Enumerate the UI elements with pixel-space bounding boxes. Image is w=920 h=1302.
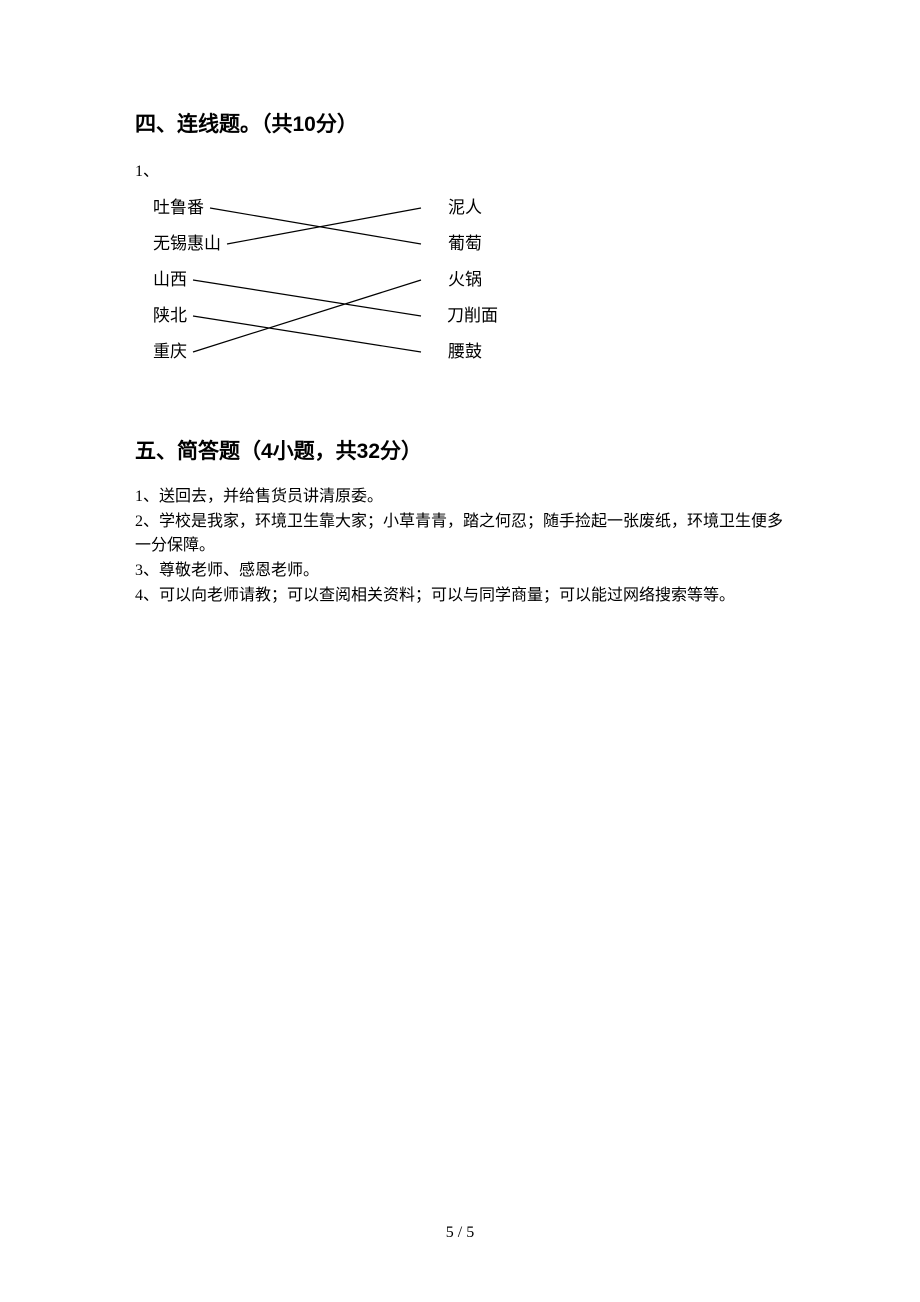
- answer-line: 3、尊敬老师、感恩老师。: [135, 559, 785, 584]
- question-1-number: 1、: [135, 157, 785, 181]
- section-5-heading: 五、简答题（4小题，共32分）: [135, 437, 785, 466]
- section-4-heading: 四、连线题。（共10分）: [135, 110, 785, 139]
- matching-lines-svg: [153, 191, 498, 381]
- page-root: 四、连线题。（共10分） 1、 吐鲁番 无锡惠山 山西 陕北 重庆 泥人 葡萄 …: [0, 0, 920, 1302]
- page-number: 5 / 5: [0, 1224, 920, 1242]
- answer-line: 4、可以向老师请教；可以查阅相关资料；可以与同学商量；可以能过网络搜索等等。: [135, 584, 785, 609]
- answer-line: 1、送回去，并给售货员讲清原委。: [135, 485, 785, 510]
- answer-line: 2、学校是我家，环境卫生靠大家；小草青青，踏之何忍；随手捡起一张废纸，环境卫生便…: [135, 510, 785, 560]
- answers-block: 1、送回去，并给售货员讲清原委。 2、学校是我家，环境卫生靠大家；小草青青，踏之…: [135, 485, 785, 609]
- section-gap: [135, 411, 785, 437]
- matching-diagram: 吐鲁番 无锡惠山 山西 陕北 重庆 泥人 葡萄 火锅 刀削面 腰鼓: [153, 191, 498, 381]
